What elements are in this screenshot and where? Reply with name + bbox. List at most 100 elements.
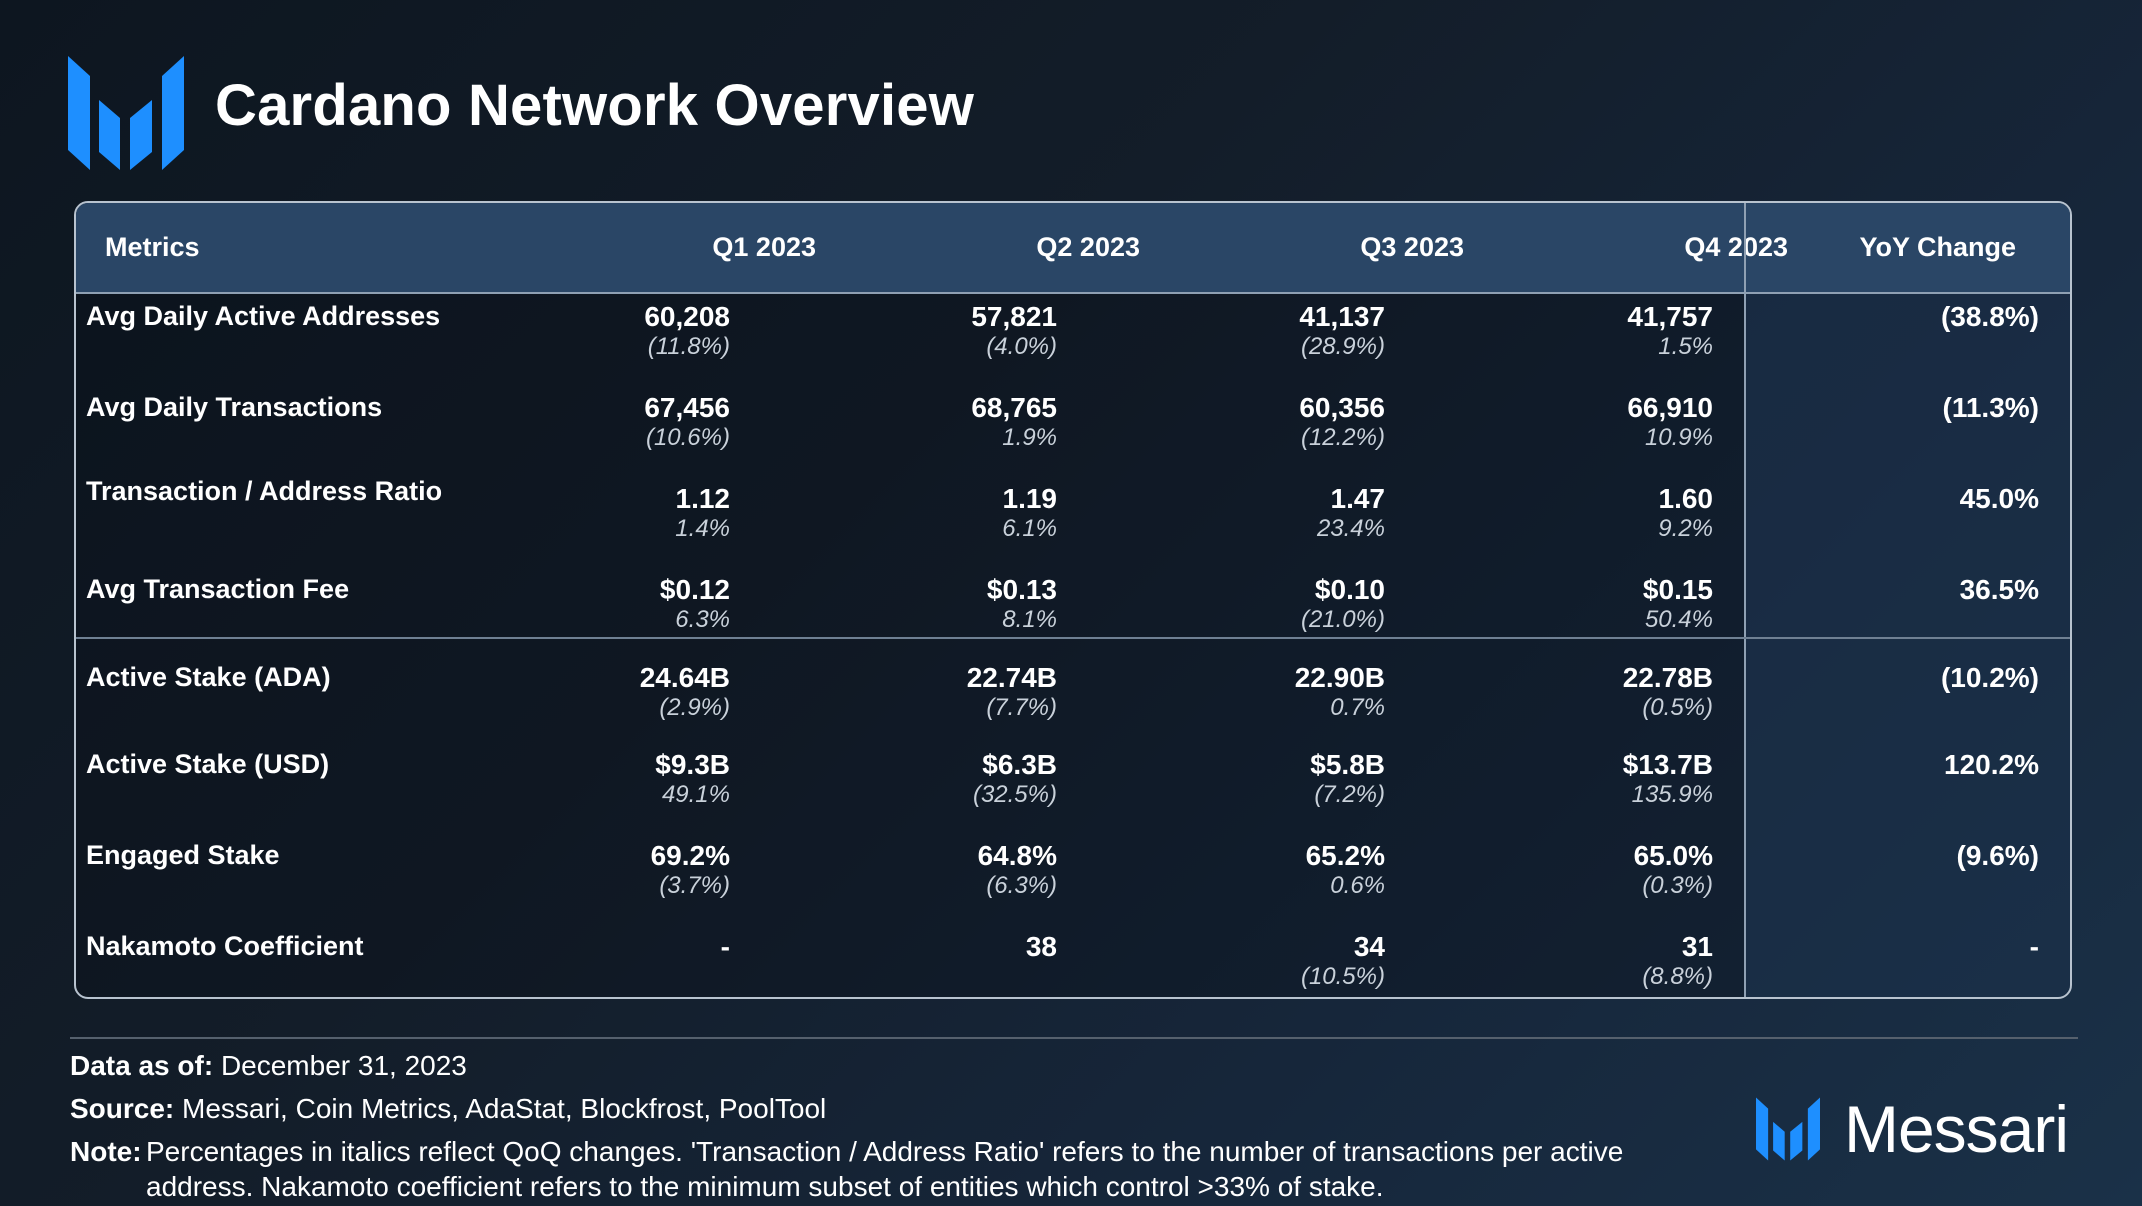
cell-value: 22.90B (1294, 662, 1385, 693)
q1-cell: $0.12 6.3% (530, 574, 730, 634)
cell-value: 64.8% (977, 840, 1057, 871)
table-row: Nakamoto Coefficient - 38 34 (10.5%) 31 (8… (76, 931, 2070, 997)
cell-change: 23.4% (1316, 515, 1385, 542)
cell-value: $13.7B (1622, 749, 1713, 780)
cell-value: $9.3B (655, 749, 730, 780)
source-value: Messari, Coin Metrics, AdaStat, Blockfro… (182, 1093, 827, 1124)
cell-value: 1.19 (1002, 483, 1058, 514)
cell-change: (10.5%) (1300, 963, 1385, 990)
q2-cell: 68,765 1.9% (857, 392, 1057, 452)
cell-value: 22.74B (966, 662, 1057, 693)
cell-change: 6.1% (1002, 515, 1057, 542)
cell-change: (4.0%) (986, 333, 1057, 360)
q4-cell: $0.15 50.4% (1513, 574, 1713, 634)
q2-cell: 1.19 6.1% (857, 483, 1057, 543)
q3-cell: 34 (10.5%) (1185, 931, 1385, 991)
q2-cell: 22.74B (7.7%) (857, 662, 1057, 722)
cell-value: $5.8B (1310, 749, 1385, 780)
cell-value: 65.2% (1305, 840, 1385, 871)
metric-label: Active Stake (USD) (86, 749, 330, 779)
q1-cell: 24.64B (2.9%) (530, 662, 730, 722)
q2-cell: $6.3B (32.5%) (857, 749, 1057, 809)
q4-cell: 41,757 1.5% (1513, 301, 1713, 361)
cell-change: 6.3% (675, 606, 730, 633)
table-row: Avg Transaction Fee $0.12 6.3% $0.13 8.1% … (76, 574, 2070, 654)
cell-change: 50.4% (1644, 606, 1713, 633)
q1-cell: 67,456 (10.6%) (530, 392, 730, 452)
cell-value: 1.47 (1330, 483, 1386, 514)
cell-change: (2.9%) (659, 694, 730, 721)
cell-change: (0.5%) (1642, 694, 1713, 721)
yoy-cell: 45.0% (1959, 483, 2039, 514)
source-label: Source: (70, 1093, 175, 1124)
cell-value: 1.12 (675, 483, 731, 514)
cell-value: 34 (1353, 931, 1385, 962)
data-as-of: Data as of: December 31, 2023 (70, 1050, 467, 1082)
yoy-cell: - (2029, 931, 2039, 962)
cell-value: 24.64B (639, 662, 730, 693)
q4-cell: 66,910 10.9% (1513, 392, 1713, 452)
metric-label: Avg Daily Transactions (86, 392, 383, 422)
yoy-cell: (38.8%) (1940, 301, 2039, 332)
q3-cell: 41,137 (28.9%) (1185, 301, 1385, 361)
cell-value: 69.2% (650, 840, 730, 871)
q2-cell: 57,821 (4.0%) (857, 301, 1057, 361)
cell-change (530, 963, 730, 991)
cell-value: 38 (1025, 931, 1057, 962)
header-q3: Q3 2023 (1360, 232, 1464, 262)
metric-label: Active Stake (ADA) (86, 662, 331, 692)
yoy-cell: (10.2%) (1940, 662, 2039, 693)
header-q4: Q4 2023 (1684, 232, 1788, 262)
q2-cell: $0.13 8.1% (857, 574, 1057, 634)
cell-change (857, 963, 1057, 991)
table-row: Avg Daily Transactions 67,456 (10.6%) 68,… (76, 392, 2070, 472)
cell-change: (6.3%) (986, 872, 1057, 899)
metric-label: Avg Transaction Fee (86, 574, 350, 604)
cell-value: 22.78B (1622, 662, 1713, 693)
cell-change: (0.3%) (1642, 872, 1713, 899)
q4-cell: 1.60 9.2% (1513, 483, 1713, 543)
q1-cell: 69.2% (3.7%) (530, 840, 730, 900)
cell-value: $0.13 (986, 574, 1057, 605)
cell-change: 1.5% (1658, 333, 1713, 360)
q1-cell: $9.3B 49.1% (530, 749, 730, 809)
cell-change: 0.6% (1330, 872, 1385, 899)
cell-change: 10.9% (1644, 424, 1713, 451)
metric-label: Transaction / Address Ratio (86, 476, 443, 506)
section-divider (76, 637, 2070, 639)
table-row: Active Stake (USD) $9.3B 49.1% $6.3B (32.5… (76, 749, 2070, 829)
cell-value: 1.60 (1658, 483, 1714, 514)
cell-change: (8.8%) (1642, 963, 1713, 990)
metric-label: Engaged Stake (86, 840, 280, 870)
cell-change: 1.9% (1002, 424, 1057, 451)
cell-change: 135.9% (1631, 781, 1713, 808)
cell-change: (11.8%) (647, 333, 730, 360)
header-q1: Q1 2023 (712, 232, 816, 262)
cell-value: 41,757 (1627, 301, 1713, 332)
metric-label: Nakamoto Coefficient (86, 931, 364, 961)
table-row: Engaged Stake 69.2% (3.7%) 64.8% (6.3%) 65… (76, 840, 2070, 920)
brand-name: Messari (1844, 1092, 2069, 1166)
yoy-cell: (11.3%) (1942, 392, 2040, 423)
brand: Messari (1756, 1092, 2069, 1166)
yoy-cell: 120.2% (1944, 749, 2039, 780)
yoy-cell: (9.6%) (1956, 840, 2039, 871)
cell-value: 65.0% (1633, 840, 1713, 871)
cell-value: 57,821 (971, 301, 1057, 332)
q4-cell: 31 (8.8%) (1513, 931, 1713, 991)
cell-change: (28.9%) (1300, 333, 1385, 360)
messari-logo-icon (68, 56, 184, 170)
table-header: Metrics Q1 2023 Q2 2023 Q3 2023 Q4 2023 … (76, 203, 2070, 294)
table-row: Avg Daily Active Addresses 60,208 (11.8%)… (76, 301, 2070, 381)
q1-cell: - (530, 931, 730, 991)
cell-change: 1.4% (675, 515, 730, 542)
q3-cell: 22.90B 0.7% (1185, 662, 1385, 722)
q1-cell: 1.12 1.4% (530, 483, 730, 543)
cell-change: 9.2% (1658, 515, 1713, 542)
column-divider (1744, 203, 1746, 997)
cell-value: $0.15 (1642, 574, 1713, 605)
q3-cell: $5.8B (7.2%) (1185, 749, 1385, 809)
q4-cell: 65.0% (0.3%) (1513, 840, 1713, 900)
header-q2: Q2 2023 (1036, 232, 1140, 262)
cell-value: 67,456 (644, 392, 730, 423)
